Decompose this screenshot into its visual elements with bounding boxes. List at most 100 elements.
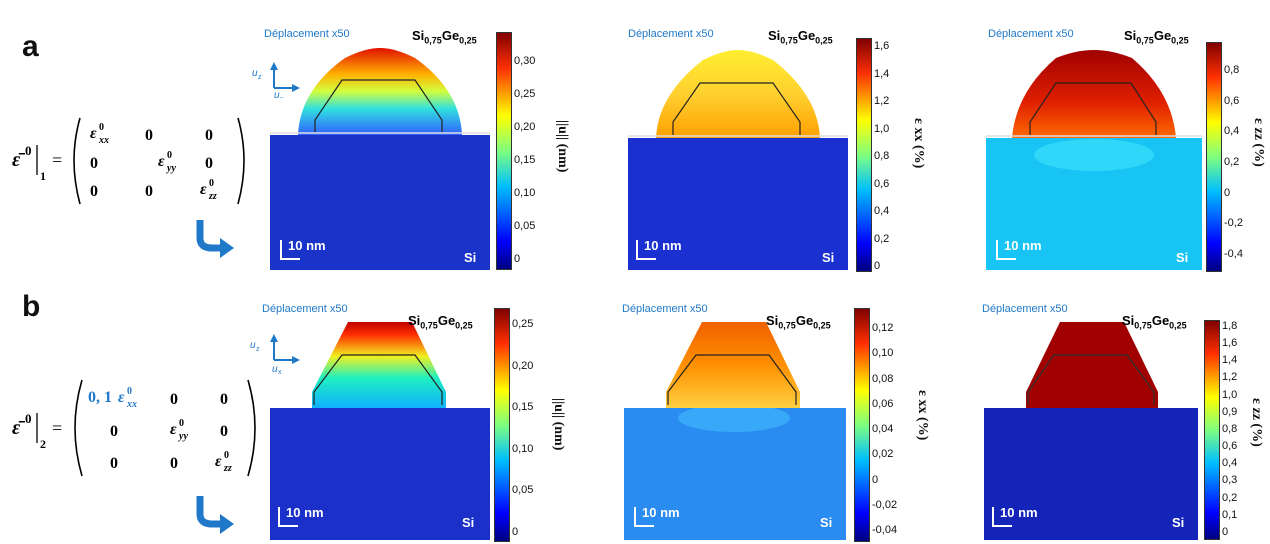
- sim-a2-svg: [628, 50, 848, 270]
- colorbar-tick: 0,8: [1222, 422, 1238, 435]
- scale-label: 10 nm: [286, 505, 324, 520]
- colorbar-tick: 0,20: [512, 359, 534, 372]
- colorbar-ticks: 0,12 0,10 0,08 0,06 0,04 0,02 0 -0,02 -0…: [872, 322, 897, 536]
- colorbar-tick: 0,2: [874, 232, 890, 245]
- svg-text:u: u: [250, 340, 256, 351]
- material-y: 0,25: [455, 320, 473, 331]
- scale-bar-line: [996, 258, 1016, 260]
- colorbar-tick: -0,02: [872, 498, 898, 511]
- scale-bar-line: [992, 525, 1012, 527]
- svg-text:0: 0: [205, 155, 213, 172]
- colorbar-tick: 0,08: [872, 372, 894, 385]
- svg-text:ε: ε: [215, 453, 222, 470]
- svg-text:0: 0: [99, 122, 104, 133]
- material-si: Si: [408, 313, 421, 328]
- colorbar-tick: 0,8: [874, 150, 890, 162]
- axes-icon: u z u x: [248, 58, 308, 103]
- svg-text:yy: yy: [166, 163, 176, 174]
- displacement-label: Déplacement x50: [262, 303, 348, 315]
- colorbar-tick: -0,4: [1224, 247, 1243, 260]
- colorbar-tick: 1,8: [1222, 320, 1238, 332]
- colorbar-tick: 0,4: [1222, 457, 1238, 470]
- equation-a-svg: ε̄ 0 1 = ε 0 xx 0 0 0 ε 0 yy 0 0 0 ε 0 z…: [12, 117, 245, 205]
- sim-a3-svg: [986, 50, 1202, 270]
- svg-text:z: z: [258, 74, 262, 81]
- colorbar-label: ε xx (%): [911, 118, 926, 169]
- svg-text:0: 0: [145, 183, 153, 200]
- simulation-b1: [270, 300, 490, 540]
- material-si: Si: [766, 313, 779, 328]
- svg-text:x: x: [278, 369, 282, 374]
- colorbar-label: ε zz (%): [1251, 118, 1266, 167]
- colorbar-tick: 0,6: [1224, 94, 1240, 107]
- material-si: Si: [768, 28, 781, 43]
- svg-text:xx: xx: [126, 399, 137, 410]
- displacement-label: Déplacement x50: [982, 303, 1068, 315]
- material-x: 0,75: [1134, 320, 1152, 331]
- colorbar: [856, 38, 872, 272]
- material-x: 0,75: [778, 320, 796, 331]
- colorbar-tick: 0: [872, 473, 879, 486]
- material-ge: Ge: [1151, 313, 1170, 328]
- colorbar-tick: 0,10: [512, 442, 534, 455]
- colorbar: [496, 32, 512, 270]
- colorbar: [1206, 42, 1222, 272]
- material-label: Si0,75Ge0,25: [412, 28, 477, 46]
- svg-text:0: 0: [170, 391, 178, 408]
- scale-label: 10 nm: [644, 238, 682, 253]
- svg-text:=: =: [52, 150, 62, 170]
- colorbar-tick: 1,0: [874, 122, 890, 135]
- scale-bar: 10 nm: [278, 505, 338, 527]
- colorbar-ticks: 0,25 0,20 0,15 0,10 0,05 0: [512, 318, 533, 538]
- sim-a1-svg: [270, 48, 490, 270]
- colorbar-ticks: 1,6 1,4 1,2 1,0 0,8 0,6 0,4 0,2 0: [874, 40, 889, 272]
- colorbar: [1204, 320, 1220, 540]
- svg-text:z: z: [256, 346, 260, 353]
- svg-text:0: 0: [220, 391, 228, 408]
- svg-text:u: u: [274, 90, 280, 98]
- scale-label: 10 nm: [1004, 238, 1042, 253]
- material-label: Si0,75Ge0,25: [1124, 28, 1189, 46]
- svg-text:0: 0: [90, 183, 98, 200]
- curved-arrow-icon: [196, 496, 234, 534]
- svg-text:0: 0: [110, 423, 118, 440]
- svg-text:u: u: [272, 364, 278, 374]
- svg-text:0: 0: [90, 155, 98, 172]
- colorbar-tick: 1,6: [874, 40, 890, 52]
- colorbar: [854, 308, 870, 542]
- material-si: Si: [1124, 28, 1137, 43]
- material-ge: Ge: [795, 313, 814, 328]
- svg-text:0: 0: [167, 150, 172, 161]
- colorbar-tick: 0,05: [512, 484, 534, 497]
- svg-text:0: 0: [25, 143, 32, 158]
- svg-text:0, 1: 0, 1: [88, 389, 112, 406]
- colorbar-label: ε xx (%): [915, 390, 930, 441]
- svg-text:ε: ε: [158, 153, 165, 170]
- colorbar-tick: 0,12: [872, 322, 894, 334]
- curved-arrow-icon: [196, 220, 234, 258]
- displacement-label: Déplacement x50: [988, 28, 1074, 40]
- svg-text:0: 0: [127, 386, 132, 397]
- svg-text:ε: ε: [118, 389, 125, 406]
- colorbar-tick: 0: [514, 253, 521, 265]
- material-si: Si: [1122, 313, 1135, 328]
- simulation-a1: [270, 20, 490, 270]
- row-b-letter: b: [22, 290, 41, 323]
- material-x: 0,75: [1136, 35, 1154, 46]
- colorbar-tick: 0,6: [1222, 440, 1238, 453]
- substrate-label: Si: [462, 515, 475, 530]
- material-x: 0,75: [420, 320, 438, 331]
- sim-b2-svg: [624, 322, 846, 540]
- svg-text:yy: yy: [178, 431, 188, 442]
- colorbar-tick: -0,2: [1224, 217, 1243, 230]
- colorbar-tick: 1,6: [1222, 337, 1238, 350]
- scale-bar: 10 nm: [280, 238, 340, 260]
- colorbar-tick: 0,02: [872, 448, 894, 461]
- material-y: 0,25: [1169, 320, 1187, 331]
- svg-text:0: 0: [205, 127, 213, 144]
- axes-svg: u z u x: [250, 334, 300, 376]
- axes-svg: u z u x: [252, 62, 300, 103]
- scale-bar-line: [278, 507, 280, 527]
- scale-label: 10 nm: [642, 505, 680, 520]
- material-label: Si0,75Ge0,25: [1122, 313, 1187, 331]
